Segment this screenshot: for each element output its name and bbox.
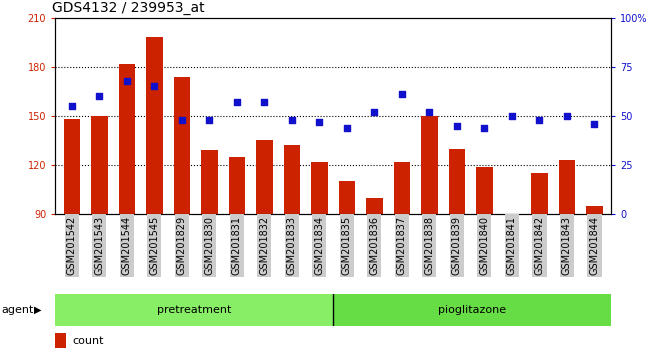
Text: GSM201842: GSM201842 [534,216,545,275]
Text: ▶: ▶ [34,305,42,315]
Bar [55,333,66,348]
Text: GSM201831: GSM201831 [232,216,242,275]
Text: GSM201841: GSM201841 [507,216,517,275]
Point [231,99,242,105]
Bar [118,64,135,354]
Point [342,125,352,131]
Bar [55,294,333,326]
Bar [586,206,603,354]
Bar [531,173,548,354]
Bar [256,141,272,354]
Point [562,113,572,119]
Text: pretreatment: pretreatment [157,305,231,315]
Bar [339,181,355,354]
Point [590,121,600,127]
Bar [91,116,107,354]
Bar [283,145,300,354]
Point [396,91,407,97]
Bar [201,150,218,354]
Text: GSM201543: GSM201543 [94,216,104,275]
Text: GSM201833: GSM201833 [287,216,297,275]
Text: GSM201542: GSM201542 [67,216,77,275]
Bar [448,149,465,354]
Point [479,125,489,131]
Bar [476,167,493,354]
Text: GSM201844: GSM201844 [590,216,599,275]
Text: GSM201830: GSM201830 [204,216,214,275]
Text: GSM201843: GSM201843 [562,216,572,275]
Point [122,78,132,84]
Text: pioglitazone: pioglitazone [438,305,506,315]
Text: count: count [72,336,103,346]
Point [507,113,517,119]
Point [149,84,159,89]
Point [314,119,324,125]
Bar [146,37,162,354]
Text: GSM201840: GSM201840 [480,216,489,275]
Point [424,109,435,115]
Point [204,117,214,123]
Bar [174,77,190,354]
Bar [311,162,328,354]
Text: GSM201836: GSM201836 [369,216,380,275]
Text: GSM201545: GSM201545 [150,216,159,275]
Bar [394,162,410,354]
Point [94,93,105,99]
Point [287,117,297,123]
Bar [229,157,245,354]
Point [452,123,462,129]
Text: GSM201837: GSM201837 [397,216,407,275]
Bar [366,198,383,354]
Text: GSM201829: GSM201829 [177,216,187,275]
Point [177,117,187,123]
Point [259,99,270,105]
Text: GSM201832: GSM201832 [259,216,269,275]
Text: GSM201835: GSM201835 [342,216,352,275]
Point [369,109,380,115]
Point [66,103,77,109]
Text: GSM201839: GSM201839 [452,216,462,275]
Text: GDS4132 / 239953_at: GDS4132 / 239953_at [53,1,205,15]
Text: GSM201834: GSM201834 [315,216,324,275]
Bar [559,160,575,354]
Bar [421,116,437,354]
Bar [333,294,611,326]
Point [534,117,545,123]
Text: GSM201544: GSM201544 [122,216,132,275]
Bar [64,119,80,354]
Text: GSM201838: GSM201838 [424,216,434,275]
Bar [504,214,520,354]
Text: agent: agent [1,305,34,315]
